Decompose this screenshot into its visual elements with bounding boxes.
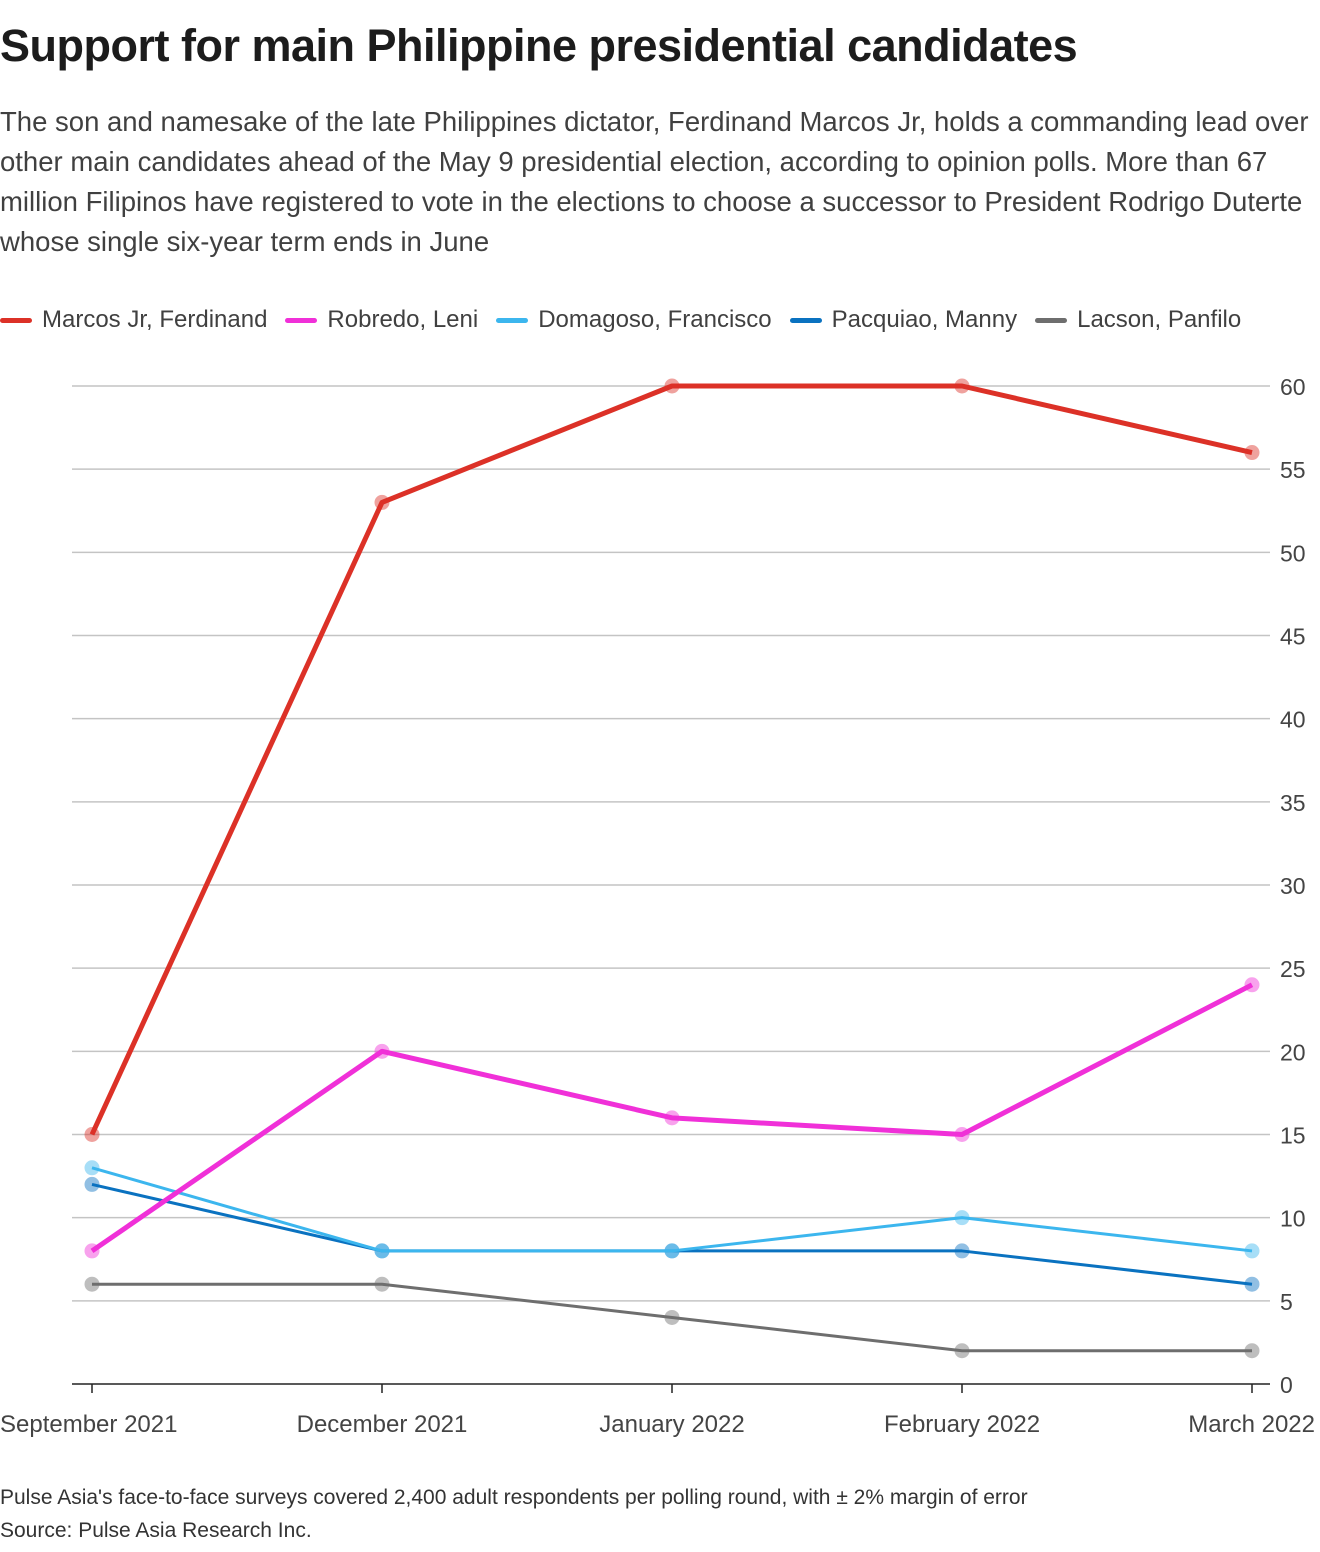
data-point [84,1243,100,1259]
legend-label: Domagoso, Francisco [538,306,772,333]
legend-item: Domagoso, Francisco [496,306,772,334]
data-point [954,1343,970,1359]
data-point [1244,1343,1260,1359]
series-line-4 [92,1282,1252,1353]
legend-swatch [285,317,318,323]
data-point [374,1043,390,1059]
y-tick-label: 20 [1280,1039,1306,1065]
legend-label: Marcos Jr, Ferdinand [42,306,268,333]
data-point [1244,1276,1260,1292]
x-tick-label: September 2021 [0,1411,177,1438]
footnote: Pulse Asia's face-to-face surveys covere… [0,1486,1028,1509]
data-point [664,1243,680,1259]
legend-swatch [0,317,32,323]
y-tick-label: 45 [1280,624,1306,650]
data-point [954,1127,970,1142]
data-point [374,1243,390,1259]
y-tick-label: 0 [1280,1372,1293,1398]
data-point [664,378,680,394]
data-point [664,1309,680,1325]
data-point [374,1276,390,1292]
legend-item: Marcos Jr, Ferdinand [0,306,267,334]
y-tick-label: 50 [1280,540,1306,566]
data-point [84,1127,100,1142]
x-tick-label: February 2022 [884,1411,1040,1438]
legend-label: Pacquiao, Manny [831,306,1018,333]
series-line-1 [90,982,1254,1253]
data-point [84,1176,100,1192]
legend-swatch [496,317,529,323]
legend-item: Lacson, Panfilo [1035,306,1241,334]
legend-item: Robredo, Leni [285,306,478,334]
series-line-2 [91,1166,1253,1253]
data-point [84,1160,100,1176]
legend-label: Robredo, Leni [327,306,479,333]
data-point [1244,1243,1260,1259]
data-point [954,1210,970,1226]
chart-title: Support for main Philippine presidential… [0,20,1078,71]
source-note: Source: Pulse Asia Research Inc. [0,1519,312,1542]
series-line-0 [89,383,1253,1136]
x-tick-label: January 2022 [599,1411,744,1438]
legend-label: Lacson, Panfilo [1077,306,1242,333]
x-tick-label: December 2021 [297,1411,468,1438]
data-point [954,378,970,394]
data-point [84,1276,100,1292]
y-tick-label: 30 [1280,873,1306,899]
legend-item: Pacquiao, Manny [789,306,1018,334]
y-tick-label: 5 [1280,1289,1293,1315]
data-point [1244,445,1260,461]
data-point [954,1243,970,1259]
chart-subtitle: The son and namesake of the late Philipp… [0,106,1309,257]
y-tick-label: 10 [1280,1206,1306,1232]
y-tick-label: 35 [1280,790,1306,816]
data-point [664,1110,680,1126]
legend-swatch [789,317,822,323]
data-point [1244,977,1260,993]
y-tick-label: 15 [1280,1123,1306,1149]
series-line-3 [91,1182,1253,1286]
legend-swatch [1035,317,1068,323]
data-point [374,494,390,510]
y-tick-label: 60 [1280,374,1306,400]
y-tick-label: 55 [1280,457,1306,483]
y-tick-label: 25 [1280,956,1306,982]
x-tick-label: March 2022 [1188,1411,1315,1438]
y-tick-label: 40 [1280,707,1306,733]
legend: Marcos Jr, Ferdinand Robredo, Leni Domagos… [0,306,1241,334]
